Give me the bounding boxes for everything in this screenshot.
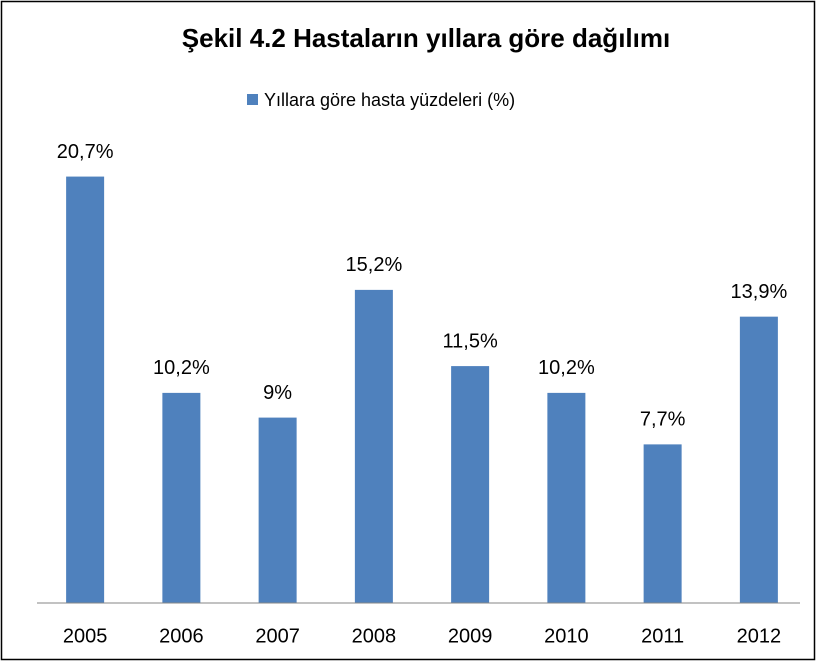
bar xyxy=(739,316,778,603)
data-label: 20,7% xyxy=(57,141,114,163)
x-tick-label: 2011 xyxy=(641,625,684,647)
bar xyxy=(354,289,393,603)
bar xyxy=(162,392,201,603)
bar xyxy=(451,366,490,603)
x-tick-label: 2010 xyxy=(544,625,589,647)
chart-title: Şekil 4.2 Hastaların yıllara göre dağılı… xyxy=(182,23,670,53)
x-tick-label: 2005 xyxy=(63,625,108,647)
data-label: 11,5% xyxy=(443,330,498,352)
data-label: 9% xyxy=(263,382,292,404)
data-label: 7,7% xyxy=(640,409,686,431)
data-label: 10,2% xyxy=(153,357,210,379)
data-label: 10,2% xyxy=(538,357,595,379)
legend-label: Yıllara göre hasta yüzdeleri (%) xyxy=(264,90,515,110)
x-tick-label: 2008 xyxy=(352,625,397,647)
legend-swatch xyxy=(247,94,258,105)
bar xyxy=(258,417,297,603)
data-label: 13,9% xyxy=(731,281,788,303)
x-tick-label: 2007 xyxy=(255,625,300,647)
x-tick-label: 2012 xyxy=(737,625,782,647)
x-tick-label: 2006 xyxy=(159,625,204,647)
bar xyxy=(66,176,105,603)
x-tick-label: 2009 xyxy=(448,625,493,647)
data-label: 15,2% xyxy=(346,254,403,276)
bar xyxy=(547,392,586,603)
bar xyxy=(643,444,682,603)
